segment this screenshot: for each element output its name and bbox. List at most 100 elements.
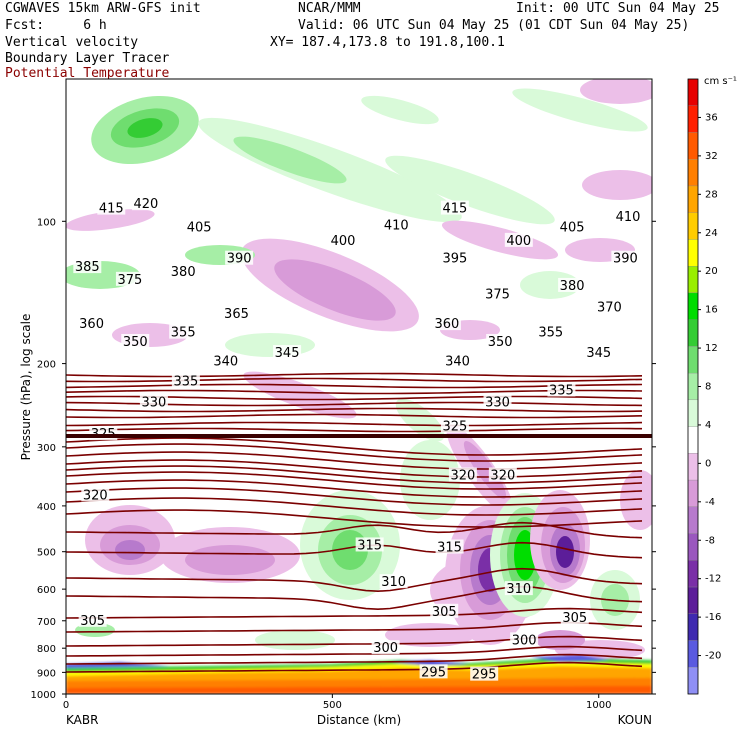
theta-label-background — [222, 305, 251, 320]
theta-label-background — [584, 345, 613, 360]
theta-label-background — [470, 666, 499, 681]
field-name-potential-temperature: Potential Temperature — [5, 66, 170, 81]
cross-section-endpoints: XY= 187.4,173.8 to 191.8,100.1 — [270, 35, 505, 50]
theta-contour-label: 405 — [187, 220, 212, 235]
theta-contour-label: 320 — [83, 488, 108, 503]
theta-contour-line — [66, 471, 643, 490]
theta-label-background — [77, 316, 106, 331]
plot-frame — [65, 78, 653, 695]
theta-label-background — [443, 353, 472, 368]
theta-contour-label: 370 — [597, 300, 622, 315]
y-axis-label: Pressure (hPa), log scale — [19, 314, 33, 461]
colorbar-label: -8 — [705, 535, 715, 546]
colorbar-swatch — [687, 105, 699, 133]
theta-contour-label: 400 — [506, 234, 531, 249]
theta-contour-label: 320 — [450, 469, 475, 484]
theta-contour-label: 360 — [434, 317, 459, 332]
x-tick-label: 1000 — [586, 700, 611, 711]
x-axis: 0 500 1000 — [63, 694, 611, 711]
theta-contour-label: 335 — [549, 383, 574, 398]
theta-contour-line — [66, 645, 643, 657]
y-tick-label: 200 — [37, 360, 56, 371]
theta-label-background — [611, 250, 640, 265]
theta-contour-label: 305 — [562, 611, 587, 626]
x-tick-label: 0 — [63, 700, 69, 711]
upper-wave-pattern — [66, 79, 652, 357]
theta-label-background — [382, 217, 411, 232]
colorbar-swatch — [687, 78, 699, 106]
theta-contour-line — [66, 567, 643, 593]
theta-contour-line — [66, 653, 643, 665]
theta-label-background — [440, 250, 469, 265]
colorbar-swatch — [687, 479, 699, 507]
vertical-velocity-field: 415 420 405 385 375 380 390 400 410 415 395 400 405 4… — [66, 79, 652, 694]
y-tick-label: 500 — [37, 548, 56, 559]
colorbar-swatch — [687, 266, 699, 294]
theta-contour-label: 410 — [616, 210, 641, 225]
theta-contour-label: 395 — [442, 252, 467, 267]
theta-contour-label: 355 — [538, 326, 563, 341]
theta-contour-label: 400 — [331, 234, 356, 249]
colorbar-label: 4 — [705, 420, 711, 431]
header-forecast: Fcst: 6 h — [5, 18, 107, 33]
colorbar-label: 8 — [705, 382, 711, 393]
colorbar-swatch — [687, 292, 699, 320]
theta-contour-line — [66, 465, 643, 484]
theta-label-background — [558, 277, 587, 292]
colorbar-swatch — [687, 586, 699, 614]
theta-label-background — [73, 259, 102, 274]
x-endpoint-left: KABR — [66, 713, 98, 727]
theta-contour-label: 375 — [118, 273, 143, 288]
theta-contour-label: 415 — [99, 202, 124, 217]
y-tick-label: 900 — [37, 668, 56, 679]
theta-label-background — [486, 333, 515, 348]
colorbar-swatch — [687, 506, 699, 534]
theta-label-background — [483, 286, 512, 301]
colorbar-label: 24 — [705, 228, 718, 239]
theta-label-background — [560, 609, 589, 624]
theta-contour-line — [66, 437, 643, 456]
theta-contour-label: 405 — [560, 220, 585, 235]
theta-contour-label: 390 — [227, 252, 252, 267]
theta-contour-line — [66, 413, 643, 419]
theta-contour-line — [66, 389, 643, 395]
theta-contour-label: 365 — [224, 307, 249, 322]
theta-contour-line — [66, 521, 643, 539]
theta-contour-line — [66, 585, 643, 611]
colorbar-swatch — [687, 640, 699, 668]
theta-contour-label: 390 — [613, 252, 638, 267]
theta-contour-label: 355 — [171, 326, 196, 341]
theta-contour-label: 300 — [373, 641, 398, 656]
colorbar-swatch — [687, 667, 699, 695]
theta-label-background — [97, 200, 126, 215]
x-endpoint-right: KOUN — [618, 713, 652, 727]
theta-label-background — [171, 373, 200, 388]
theta-contour-label: 340 — [445, 355, 470, 370]
theta-label-background — [169, 324, 198, 339]
theta-contour-label: 380 — [560, 279, 585, 294]
theta-label-background — [115, 271, 144, 286]
theta-label-background — [504, 232, 533, 247]
theta-contour-label: 330 — [141, 396, 166, 411]
colorbar-swatch — [687, 399, 699, 427]
colorbar-swatch — [687, 159, 699, 187]
colorbar-label: 16 — [705, 305, 718, 316]
colorbar: cm s⁻¹ 36 32 28 24 20 16 12 8 4 0 -4 -8 -12 -16 -20 — [687, 76, 737, 695]
theta-contour-label: 380 — [171, 265, 196, 280]
theta-contour-line — [66, 661, 643, 673]
theta-contour-line — [66, 383, 643, 389]
colorbar-label: 28 — [705, 189, 718, 200]
header-init: Init: 00 UTC Sun 04 May 25 — [516, 1, 720, 16]
theta-contour-line — [66, 427, 643, 433]
theta-label-background — [430, 603, 459, 618]
theta-contour-label: 335 — [173, 374, 198, 389]
theta-label-background — [371, 640, 400, 655]
colorbar-unit: cm s⁻¹ — [704, 76, 737, 87]
potential-temperature-labels: 415 420 405 385 375 380 390 400 410 415 395 400 405 4… — [73, 196, 643, 683]
colorbar-swatch — [687, 319, 699, 347]
colorbar-label: 12 — [705, 343, 718, 354]
theta-contour-label: 415 — [442, 202, 467, 217]
theta-contour-label: 305 — [80, 614, 105, 629]
theta-label-background — [558, 219, 587, 234]
